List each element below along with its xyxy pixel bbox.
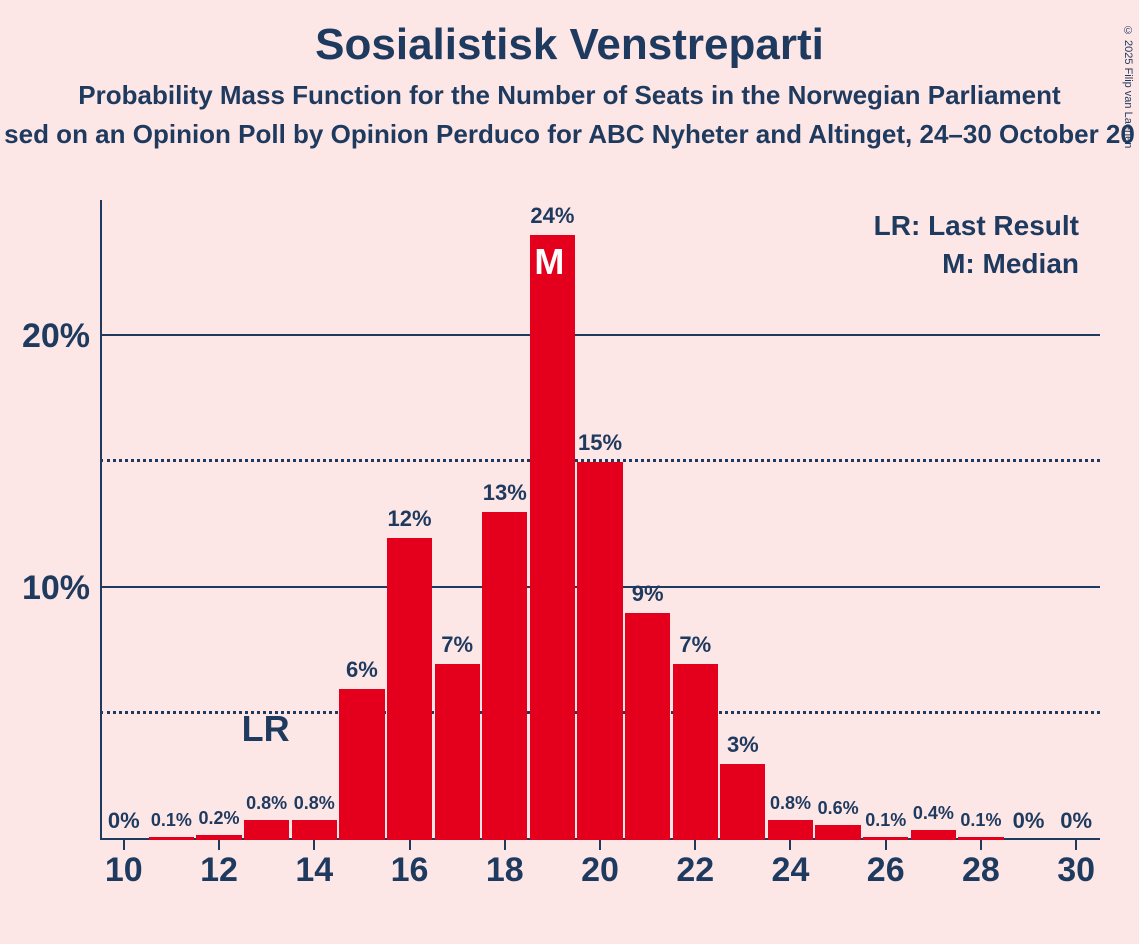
bar <box>292 820 337 840</box>
x-axis-tick-label: 20 <box>581 851 619 890</box>
bar <box>339 689 384 840</box>
x-axis-tick <box>694 840 696 850</box>
bar-value-label: 0% <box>1060 808 1092 834</box>
bar-value-label: 0% <box>1013 808 1045 834</box>
x-axis-tick-label: 10 <box>105 851 143 890</box>
x-axis-tick <box>409 840 411 850</box>
bar <box>387 538 432 840</box>
bar-value-label: 0.1% <box>151 810 192 831</box>
x-axis-tick <box>599 840 601 850</box>
chart-subtitle-1: Probability Mass Function for the Number… <box>0 80 1139 111</box>
bar-value-label: 13% <box>483 480 527 506</box>
y-axis-tick-label: 10% <box>10 569 90 608</box>
x-axis-tick <box>885 840 887 850</box>
bar-value-label: 0.1% <box>865 810 906 831</box>
bar <box>244 820 289 840</box>
bar-value-label: 0.8% <box>294 793 335 814</box>
chart-title: Sosialistisk Venstreparti <box>0 20 1139 70</box>
bar-value-label: 3% <box>727 732 759 758</box>
x-axis-tick <box>504 840 506 850</box>
bar-value-label: 15% <box>578 430 622 456</box>
bar-value-label: 0.8% <box>246 793 287 814</box>
bar-value-label: 7% <box>679 632 711 658</box>
bar-value-label: 24% <box>530 203 574 229</box>
bar <box>625 613 670 840</box>
x-axis-tick-label: 12 <box>200 851 238 890</box>
bar <box>577 462 622 840</box>
x-axis-tick-label: 24 <box>772 851 810 890</box>
bar <box>911 830 956 840</box>
copyright: © 2025 Filip van Laenen <box>1122 25 1134 148</box>
bar <box>435 664 480 840</box>
x-axis-tick <box>789 840 791 850</box>
x-axis-tick-label: 22 <box>676 851 714 890</box>
bar-value-label: 7% <box>441 632 473 658</box>
y-axis-tick-label: 20% <box>10 317 90 356</box>
bar <box>149 837 194 840</box>
x-axis-tick-label: 14 <box>295 851 333 890</box>
bar <box>815 825 860 840</box>
bar <box>768 820 813 840</box>
bar <box>673 664 718 840</box>
x-axis-tick <box>218 840 220 850</box>
x-axis-tick-label: 28 <box>962 851 1000 890</box>
bar <box>720 764 765 840</box>
bar <box>530 235 575 840</box>
bar-value-label: 9% <box>632 581 664 607</box>
bar-value-label: 0.1% <box>960 810 1001 831</box>
x-axis-tick-label: 18 <box>486 851 524 890</box>
x-axis-tick-label: 26 <box>867 851 905 890</box>
bar-value-label: 0.6% <box>818 798 859 819</box>
bar-value-label: 0.2% <box>199 808 240 829</box>
bar-value-label: 0% <box>108 808 140 834</box>
x-axis-tick-label: 16 <box>391 851 429 890</box>
last-result-marker: LR <box>242 708 290 750</box>
median-marker: M <box>534 241 564 283</box>
x-axis-tick <box>313 840 315 850</box>
bar-value-label: 0.4% <box>913 803 954 824</box>
x-axis-tick <box>980 840 982 850</box>
x-axis-tick <box>1075 840 1077 850</box>
chart-plot-area: 10%20% 0%0.1%0.2%0.8%0.8%6%12%7%13%24%15… <box>100 210 1100 840</box>
bar-value-label: 12% <box>387 506 431 532</box>
chart-subtitle-2: sed on an Opinion Poll by Opinion Perduc… <box>0 119 1139 150</box>
bar-value-label: 6% <box>346 657 378 683</box>
bar-value-label: 0.8% <box>770 793 811 814</box>
x-axis-tick <box>123 840 125 850</box>
bar <box>482 512 527 840</box>
x-axis-tick-label: 30 <box>1057 851 1095 890</box>
